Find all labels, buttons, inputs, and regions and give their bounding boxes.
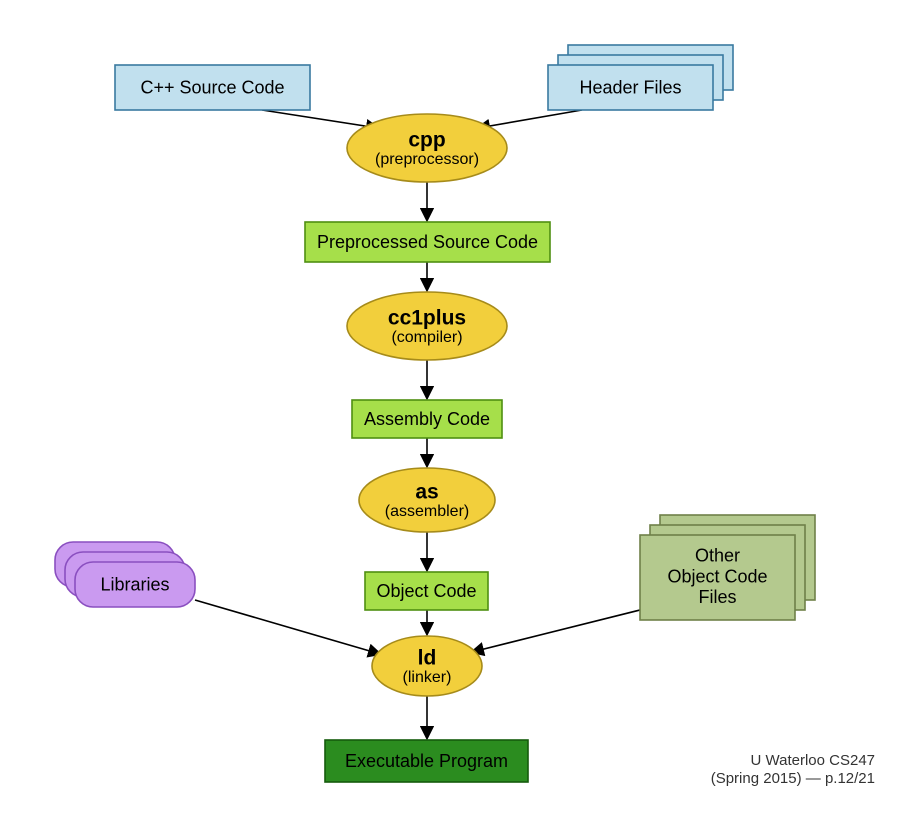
cpp-subtitle: (preprocessor) xyxy=(375,151,479,168)
edge xyxy=(262,110,378,128)
node-otherobj: OtherObject CodeFiles xyxy=(640,515,815,620)
cc1plus-title: cc1plus xyxy=(388,306,466,329)
ld-subtitle: (linker) xyxy=(403,669,452,686)
edge xyxy=(195,600,380,654)
compilation-pipeline-diagram: C++ Source Code Header Files cpp(preproces… xyxy=(0,0,914,826)
edge xyxy=(478,110,582,128)
node-cc1plus: cc1plus(compiler) xyxy=(347,292,507,360)
preproc-label: Preprocessed Source Code xyxy=(317,232,538,252)
credit-line2: (Spring 2015) — p.12/21 xyxy=(711,770,875,787)
node-obj: Object Code xyxy=(365,572,488,610)
as-subtitle: (assembler) xyxy=(385,503,469,520)
node-exe: Executable Program xyxy=(325,740,528,782)
node-headers: Header Files xyxy=(548,45,733,110)
node-preproc: Preprocessed Source Code xyxy=(305,222,550,262)
otherobj-label-line-2: Files xyxy=(698,587,736,607)
otherobj-label-line-1: Object Code xyxy=(667,566,767,586)
ld-title: ld xyxy=(418,646,437,669)
credit-line1: U Waterloo CS247 xyxy=(751,752,876,769)
headers-label: Header Files xyxy=(579,77,681,97)
nodes: C++ Source Code Header Files cpp(preproces… xyxy=(55,45,815,782)
exe-label: Executable Program xyxy=(345,751,508,771)
edge xyxy=(472,605,660,652)
node-cpp: cpp(preprocessor) xyxy=(347,114,507,182)
cc1plus-subtitle: (compiler) xyxy=(391,329,462,346)
credit: U Waterloo CS247(Spring 2015) — p.12/21 xyxy=(711,752,875,787)
node-libs: Libraries xyxy=(55,542,195,607)
source-label: C++ Source Code xyxy=(140,77,284,97)
node-as: as(assembler) xyxy=(359,468,495,532)
node-ld: ld(linker) xyxy=(372,636,482,696)
libs-label: Libraries xyxy=(100,574,169,594)
obj-label: Object Code xyxy=(376,581,476,601)
asm-label: Assembly Code xyxy=(364,409,490,429)
node-asm: Assembly Code xyxy=(352,400,502,438)
cpp-title: cpp xyxy=(408,128,445,151)
otherobj-label-line-0: Other xyxy=(695,546,740,566)
as-title: as xyxy=(415,480,438,503)
node-source: C++ Source Code xyxy=(115,65,310,110)
